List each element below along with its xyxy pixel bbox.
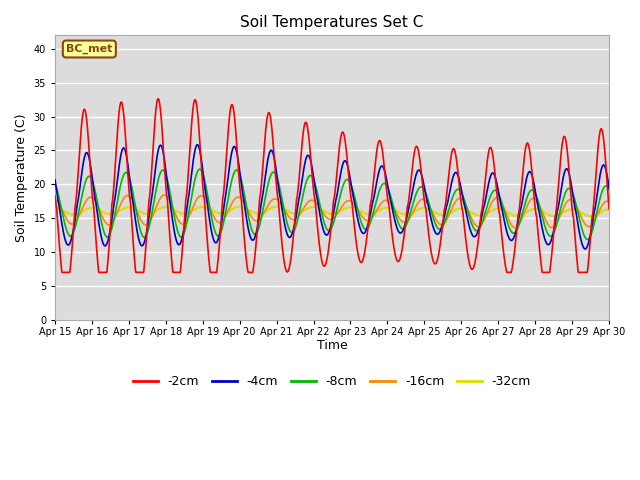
-32cm [634, 209, 640, 215]
Line: -32cm: -32cm [55, 207, 640, 216]
-32cm [587, 213, 595, 219]
-2cm [154, 96, 162, 102]
-32cm [529, 206, 536, 212]
-2cm [529, 178, 536, 184]
-4cm [51, 177, 59, 183]
Text: BC_met: BC_met [66, 44, 113, 54]
-4cm [387, 196, 394, 202]
Line: -4cm: -4cm [55, 144, 640, 252]
-8cm [634, 191, 640, 197]
-32cm [238, 204, 246, 210]
-16cm [110, 217, 118, 223]
X-axis label: Time: Time [317, 339, 348, 352]
-16cm [387, 200, 394, 206]
Line: -8cm: -8cm [55, 169, 640, 242]
-8cm [238, 179, 246, 185]
Line: -16cm: -16cm [55, 195, 640, 228]
-2cm [238, 206, 246, 212]
-8cm [110, 216, 118, 222]
-2cm [51, 193, 59, 199]
-16cm [529, 195, 536, 201]
-8cm [562, 189, 570, 195]
-4cm [634, 166, 640, 171]
-16cm [562, 200, 570, 206]
Line: -2cm: -2cm [55, 99, 640, 272]
-32cm [110, 211, 118, 216]
-32cm [387, 205, 394, 211]
-2cm [562, 139, 570, 144]
-32cm [51, 205, 59, 211]
-16cm [51, 197, 59, 203]
-2cm [111, 177, 118, 182]
-4cm [529, 174, 536, 180]
-8cm [387, 192, 394, 197]
-8cm [196, 166, 204, 172]
-16cm [634, 206, 640, 212]
-8cm [51, 181, 59, 187]
-4cm [110, 201, 118, 206]
-2cm [387, 217, 394, 223]
-32cm [562, 208, 570, 214]
-4cm [238, 184, 246, 190]
Legend: -2cm, -4cm, -8cm, -16cm, -32cm: -2cm, -4cm, -8cm, -16cm, -32cm [128, 370, 536, 393]
-16cm [161, 192, 168, 198]
-4cm [562, 167, 570, 172]
-16cm [238, 197, 246, 203]
-8cm [620, 240, 628, 245]
-4cm [193, 142, 201, 147]
-2cm [58, 269, 66, 275]
-2cm [634, 120, 640, 125]
-4cm [618, 249, 625, 255]
Title: Soil Temperatures Set C: Soil Temperatures Set C [240, 15, 424, 30]
-16cm [511, 225, 519, 230]
Y-axis label: Soil Temperature (C): Soil Temperature (C) [15, 113, 28, 242]
-8cm [529, 187, 536, 193]
-32cm [236, 204, 244, 210]
